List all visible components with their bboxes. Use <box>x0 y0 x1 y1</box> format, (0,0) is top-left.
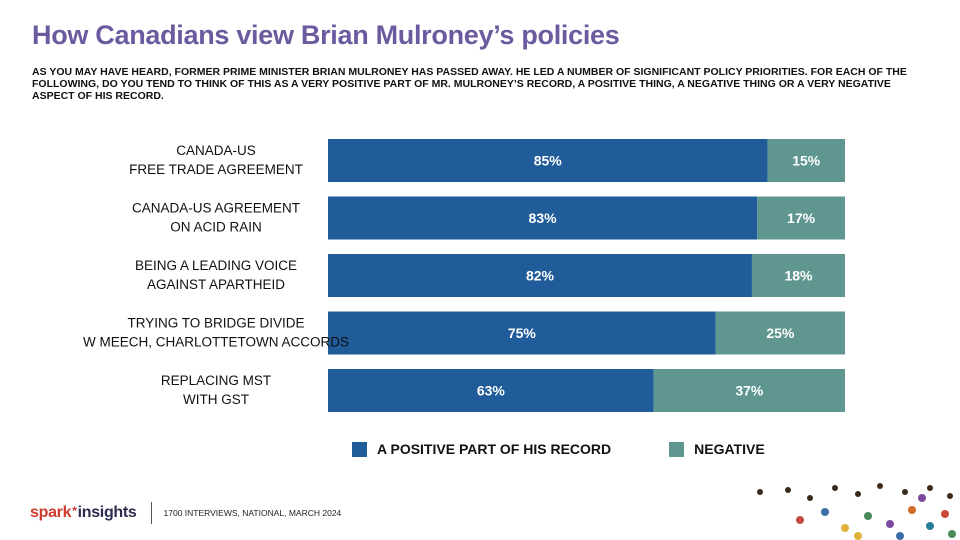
legend-swatch-negative <box>669 441 685 457</box>
legend-label-negative: NEGATIVE <box>694 441 765 457</box>
footer: spark*insights 1700 INTERVIEWS, NATIONAL… <box>30 502 341 524</box>
bar-negative-4 <box>653 369 845 412</box>
category-label-1-line-1: ON ACID RAIN <box>170 220 262 235</box>
source-note: 1700 INTERVIEWS, NATIONAL, MARCH 2024 <box>163 508 342 518</box>
legend-swatch-positive <box>352 441 367 457</box>
category-label-0-line-1: FREE TRADE AGREEMENT <box>129 162 303 177</box>
data-label-negative-4: 37% <box>735 383 764 399</box>
bar-negative-3 <box>715 311 845 355</box>
bar-negative-0 <box>767 139 845 182</box>
data-label-negative-0: 15% <box>792 153 821 169</box>
bar-positive-3 <box>328 311 716 355</box>
bar-positive-1 <box>328 196 758 240</box>
data-label-positive-2: 82% <box>526 268 555 284</box>
bar-positive-0 <box>328 139 768 182</box>
category-label-3-line-1: W MEECH, CHARLOTTETOWN ACCORDS <box>83 335 349 350</box>
legend-item-positive: A POSITIVE PART OF HIS RECORD <box>352 441 611 457</box>
crowd-illustration <box>757 483 956 540</box>
category-label-2-line-0: BEING A LEADING VOICE <box>135 258 297 273</box>
category-label-4-line-1: WITH GST <box>183 392 249 407</box>
legend-item-negative: NEGATIVE <box>669 441 765 457</box>
data-label-positive-1: 83% <box>529 210 558 226</box>
bar-positive-2 <box>328 254 752 297</box>
data-label-negative-2: 18% <box>784 268 813 284</box>
data-label-positive-3: 75% <box>508 325 537 341</box>
chart-legend: A POSITIVE PART OF HIS RECORD NEGATIVE <box>352 441 765 457</box>
stacked-bar-chart: 85% 15% CANADA-US FREE TRADE AGREEMENT 83% 17… <box>83 139 845 412</box>
category-label-0-line-0: CANADA-US <box>176 143 256 158</box>
legend-label-positive: A POSITIVE PART OF HIS RECORD <box>377 441 612 457</box>
category-label-1-line-0: CANADA-US AGREEMENT <box>132 201 300 216</box>
bar-positive-4 <box>328 369 654 412</box>
data-label-positive-4: 63% <box>477 383 506 399</box>
bar-negative-1 <box>757 196 845 240</box>
data-label-positive-0: 85% <box>534 153 563 169</box>
category-label-3-line-0: TRYING TO BRIDGE DIVIDE <box>127 316 304 331</box>
survey-question: AS YOU MAY HAVE HEARD, FORMER PRIME MINI… <box>32 66 907 102</box>
bar-negative-2 <box>751 254 845 297</box>
spark-insights-logo: spark*insights <box>30 504 137 521</box>
page-title: How Canadians view Brian Mulroney’s poli… <box>32 20 620 50</box>
footer-divider <box>150 502 152 524</box>
category-label-4-line-0: REPLACING MST <box>161 373 271 388</box>
data-label-negative-1: 17% <box>787 210 816 226</box>
data-label-negative-3: 25% <box>766 325 795 341</box>
category-label-2-line-1: AGAINST APARTHEID <box>147 277 285 292</box>
